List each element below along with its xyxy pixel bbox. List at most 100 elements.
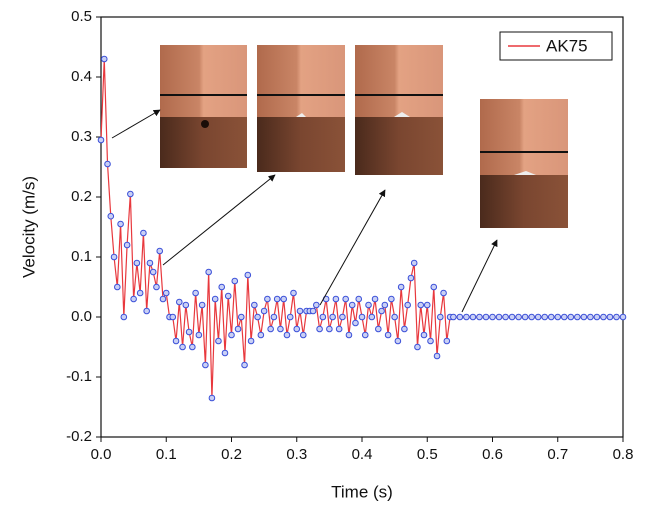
x-tick-label: 0.2 (221, 446, 242, 463)
point-marker (205, 268, 212, 276)
y-tick-label: 0.0 (71, 308, 92, 325)
point-marker (280, 295, 288, 303)
point-marker (348, 301, 356, 309)
y-tick-label: -0.2 (66, 428, 92, 445)
point-marker (606, 313, 614, 321)
point-marker (332, 295, 340, 303)
point-marker (574, 313, 581, 321)
point-marker (136, 289, 144, 297)
x-tick-label: 0.8 (613, 446, 634, 463)
legend-label: AK75 (546, 36, 588, 55)
point-marker (404, 301, 411, 309)
point-marker (560, 313, 568, 321)
point-marker (97, 136, 105, 144)
point-marker (541, 313, 549, 321)
arrows (111, 109, 498, 313)
point-marker (189, 343, 196, 351)
point-marker (361, 331, 369, 339)
point-marker (440, 289, 447, 297)
point-marker (378, 307, 385, 315)
point-marker (443, 337, 451, 345)
x-tick-label: 0.7 (547, 446, 568, 463)
x-tick-label: 0.4 (352, 446, 373, 463)
point-marker (309, 307, 317, 315)
point-marker (159, 295, 167, 303)
y-tick-label: 0.5 (71, 8, 92, 25)
point-marker (313, 301, 320, 309)
point-marker (182, 301, 190, 309)
point-marker (296, 307, 304, 315)
point-marker (251, 301, 258, 309)
point-marker (619, 313, 627, 321)
point-marker (231, 277, 239, 285)
point-marker (153, 283, 160, 291)
point-marker (495, 313, 503, 321)
point-marker (391, 313, 398, 321)
point-marker (104, 160, 111, 168)
point-marker (371, 295, 379, 303)
point-marker (508, 313, 516, 321)
point-marker (244, 271, 252, 279)
point-marker (270, 313, 278, 321)
point-marker (120, 313, 128, 321)
point-marker (273, 295, 281, 303)
photo (160, 45, 247, 168)
photo (355, 45, 443, 175)
y-tick-label: -0.1 (66, 368, 92, 385)
x-axis-label: Time (s) (331, 482, 393, 501)
point-marker (433, 352, 441, 360)
point-marker (172, 337, 180, 345)
point-marker (580, 313, 588, 321)
point-marker (358, 313, 366, 321)
point-marker (365, 301, 372, 309)
point-marker (290, 289, 297, 297)
photo (480, 99, 568, 228)
point-marker (247, 337, 255, 345)
point-marker (257, 331, 265, 339)
point-marker (410, 259, 418, 267)
x-tick-label: 0.6 (482, 446, 503, 463)
point-marker (345, 331, 353, 339)
point-marker (384, 331, 392, 339)
point-marker (140, 229, 147, 237)
point-marker (339, 313, 346, 321)
point-marker (143, 307, 150, 315)
point-marker (342, 295, 349, 303)
point-marker (146, 259, 154, 267)
point-marker (414, 343, 421, 351)
point-marker (329, 313, 336, 321)
y-tick-label: 0.2 (71, 188, 92, 205)
point-marker (299, 331, 307, 339)
y-tick-label: 0.4 (71, 68, 92, 85)
point-marker (133, 259, 141, 267)
point-marker (156, 247, 164, 255)
point-marker (218, 283, 226, 291)
point-marker (423, 301, 431, 309)
point-marker (394, 337, 402, 345)
point-marker (215, 337, 222, 345)
photo (257, 45, 345, 172)
point-marker (430, 283, 438, 291)
point-marker (528, 313, 535, 321)
point-marker (381, 301, 389, 309)
point-marker (110, 253, 118, 261)
point-marker (420, 331, 428, 339)
point-marker (286, 313, 294, 321)
point-marker (117, 220, 124, 228)
point-marker (388, 295, 395, 303)
point-marker (283, 331, 291, 339)
point-marker (407, 274, 415, 282)
point-marker (293, 325, 301, 333)
point-marker (267, 325, 274, 333)
point-marker (185, 328, 193, 336)
point-marker (221, 349, 229, 357)
point-marker (234, 325, 242, 333)
point-marker (326, 325, 333, 333)
point-marker (237, 313, 245, 321)
point-marker (224, 292, 232, 300)
point-marker (241, 361, 248, 369)
point-marker (515, 313, 522, 321)
point-marker (316, 325, 323, 333)
point-marker (149, 268, 157, 276)
